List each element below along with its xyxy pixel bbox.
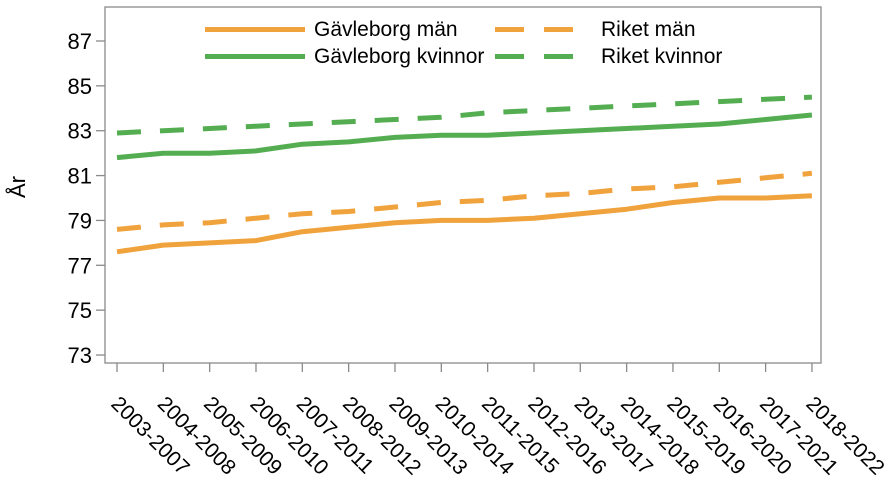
y-tick-label: 81 [68, 164, 92, 189]
y-tick-label: 79 [68, 208, 92, 233]
y-tick-label: 77 [68, 253, 92, 278]
dash-segment [495, 54, 524, 59]
y-tick-label: 87 [68, 29, 92, 54]
legend-item-gavleborg-kvinnor: Gävleborg kvinnor [205, 43, 484, 70]
dash-segment [544, 27, 573, 32]
legend-label: Gävleborg kvinnor [314, 45, 485, 68]
y-tick-label: 83 [68, 119, 92, 144]
legend-item-riket-man: Riket män [495, 16, 696, 43]
legend-label: Riket kvinnor [601, 45, 723, 68]
line-swatch-dashed-green-icon [495, 54, 573, 59]
y-tick-label: 75 [68, 298, 92, 323]
legend-item-riket-kvinnor: Riket kvinnor [495, 43, 722, 70]
series-line-riket-m-n [116, 170, 813, 232]
line-swatch-solid-green-icon [205, 54, 305, 59]
y-tick-label: 85 [68, 74, 92, 99]
series-line-riket-kvinnor [116, 94, 813, 136]
y-tick-label: 73 [68, 343, 92, 368]
legend-label: Riket män [601, 18, 696, 41]
line-swatch-solid-orange-icon [205, 27, 305, 32]
plot-frame [104, 6, 822, 364]
dash-segment [544, 54, 573, 59]
series-line-g-vleborg-m-n [116, 193, 813, 255]
series-line-g-vleborg-kvinnor [116, 112, 813, 161]
legend-label: Gävleborg män [314, 18, 458, 41]
dash-segment [495, 27, 524, 32]
y-axis-title: År [5, 176, 30, 198]
legend-item-gavleborg-man: Gävleborg män [205, 16, 458, 43]
line-swatch-dashed-orange-icon [495, 27, 573, 32]
